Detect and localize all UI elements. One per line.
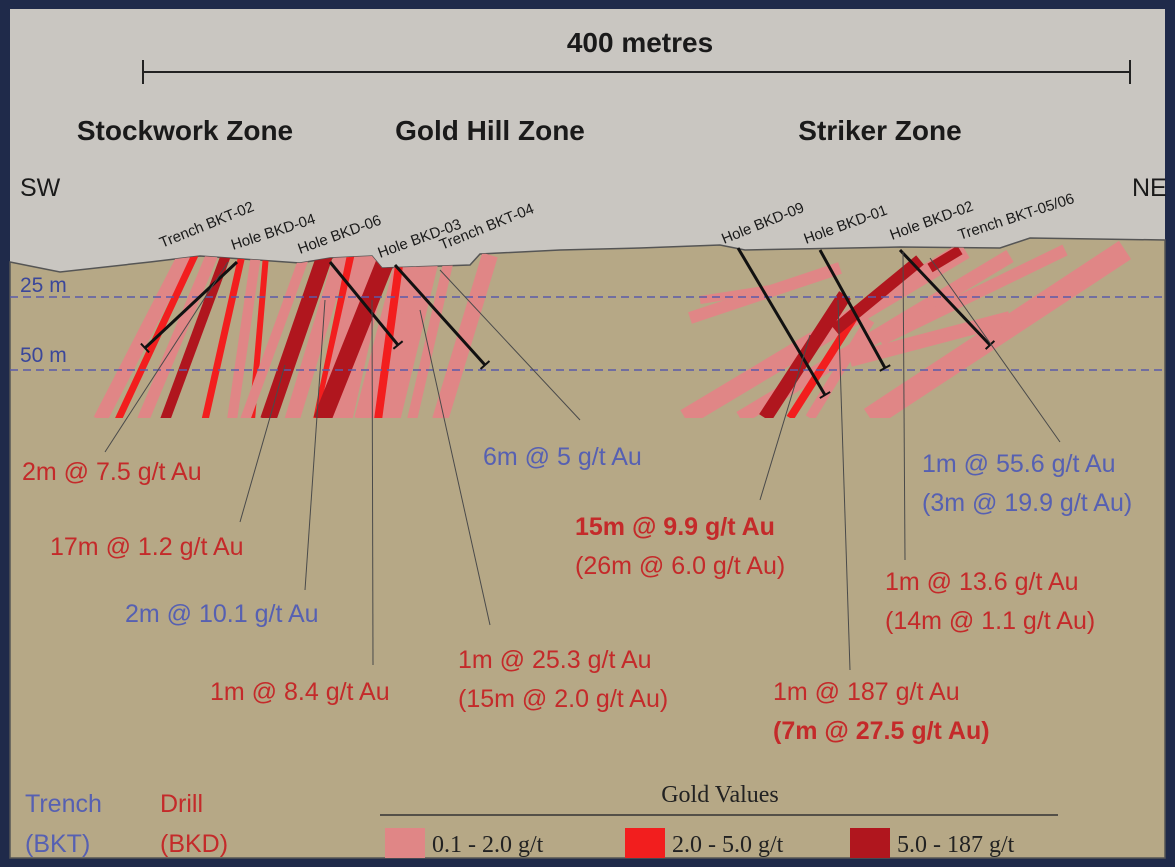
vein bbox=[432, 252, 498, 418]
hole-end bbox=[984, 340, 996, 350]
scale-label: 400 metres bbox=[567, 27, 713, 58]
direction-label: NE bbox=[1132, 174, 1167, 202]
vein bbox=[93, 251, 192, 418]
legend-trench: Trench bbox=[25, 790, 102, 818]
vein bbox=[227, 254, 261, 418]
legend-swatch bbox=[850, 828, 890, 858]
intercept-label: 17m @ 1.2 g/t Au bbox=[50, 533, 244, 561]
legend-swatch bbox=[625, 828, 665, 858]
intercept-label: (14m @ 1.1 g/t Au) bbox=[885, 607, 1095, 635]
depth-label: 25 m bbox=[20, 274, 67, 297]
intercept-label: 2m @ 10.1 g/t Au bbox=[125, 600, 319, 628]
intercept-label: (3m @ 19.9 g/t Au) bbox=[922, 489, 1132, 517]
leader-line bbox=[902, 251, 906, 561]
leader-line bbox=[239, 364, 286, 523]
intercept-label: (26m @ 6.0 g/t Au) bbox=[575, 552, 785, 580]
legend-swatch bbox=[385, 828, 425, 858]
intercept-label: (7m @ 27.5 g/t Au) bbox=[773, 717, 990, 745]
vein bbox=[759, 291, 851, 418]
hole-end bbox=[392, 340, 404, 350]
zone-label: Striker Zone bbox=[798, 115, 961, 146]
hole-end bbox=[819, 391, 831, 399]
vein bbox=[877, 244, 1068, 346]
drill-hole bbox=[818, 249, 887, 369]
hole-end bbox=[879, 364, 891, 372]
drill-hole bbox=[143, 260, 239, 350]
vein bbox=[284, 252, 350, 418]
vein bbox=[376, 252, 440, 418]
leader-line bbox=[419, 309, 491, 626]
zone-label: Stockwork Zone bbox=[77, 115, 293, 146]
intercept-label: 1m @ 187 g/t Au bbox=[773, 678, 960, 706]
depth-label: 50 m bbox=[20, 344, 67, 367]
intercept-label: 1m @ 13.6 g/t Au bbox=[885, 568, 1079, 596]
vein bbox=[240, 253, 310, 418]
vein bbox=[137, 252, 218, 418]
legend-item: 0.1 - 2.0 g/t bbox=[432, 832, 544, 858]
intercept-label: 1m @ 25.3 g/t Au bbox=[458, 646, 652, 674]
intercept-label: 15m @ 9.9 g/t Au bbox=[575, 513, 775, 541]
drill-hole bbox=[898, 248, 992, 347]
drill-hole bbox=[393, 263, 487, 367]
intercept-label: (15m @ 2.0 g/t Au) bbox=[458, 685, 668, 713]
vein bbox=[863, 240, 1132, 418]
leader-line bbox=[837, 299, 851, 671]
leader-line bbox=[439, 269, 581, 421]
vein bbox=[313, 251, 397, 418]
drill-hole bbox=[328, 261, 400, 346]
legend-drill: Drill bbox=[160, 790, 203, 818]
hole-end bbox=[479, 360, 491, 370]
legend-item: 5.0 - 187 g/t bbox=[897, 832, 1015, 858]
intercept-label: 1m @ 55.6 g/t Au bbox=[922, 450, 1116, 478]
leader-line bbox=[304, 299, 326, 591]
zone-label: Gold Hill Zone bbox=[395, 115, 585, 146]
drill-hole bbox=[736, 247, 827, 396]
vein bbox=[374, 257, 404, 418]
hole-end bbox=[140, 342, 150, 354]
leader-line bbox=[759, 334, 811, 501]
legend-item: 2.0 - 5.0 g/t bbox=[672, 832, 784, 858]
vein bbox=[201, 254, 246, 418]
legend-trench: (BKT) bbox=[25, 830, 90, 858]
leader-line bbox=[104, 261, 229, 453]
intercept-label: 6m @ 5 g/t Au bbox=[483, 443, 642, 471]
intercept-label: 1m @ 8.4 g/t Au bbox=[210, 678, 390, 706]
direction-label: SW bbox=[20, 174, 61, 202]
vein bbox=[831, 255, 924, 335]
intercept-label: 2m @ 7.5 g/t Au bbox=[22, 458, 202, 486]
legend-drill: (BKD) bbox=[160, 830, 228, 858]
leader-line bbox=[929, 257, 1061, 443]
legend-title: Gold Values bbox=[661, 782, 779, 808]
leader-line bbox=[371, 299, 374, 666]
vein bbox=[407, 253, 455, 418]
